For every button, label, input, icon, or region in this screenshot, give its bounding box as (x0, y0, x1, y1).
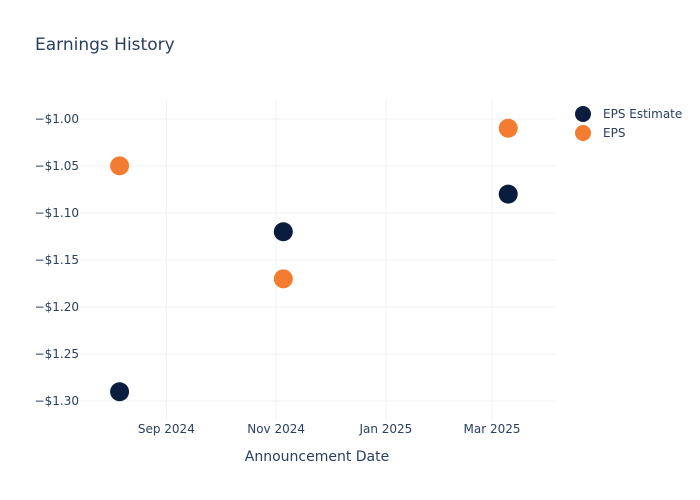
legend-marker (575, 106, 591, 122)
y-axis-ticks: −$1.00 −$1.05 −$1.10 −$1.15 −$1.20 −$1.25 −$1.… (35, 112, 79, 408)
y-tick-label: −$1.30 (35, 394, 79, 408)
legend-label[interactable]: EPS (603, 126, 625, 140)
x-axis-ticks: Sep 2024 Nov 2024 Jan 2025 Mar 2025 (138, 422, 521, 436)
x-axis-title: Announcement Date (245, 449, 389, 465)
y-tick-label: −$1.05 (35, 159, 79, 173)
y-tick-label: −$1.10 (35, 206, 79, 220)
eps-estimate-point[interactable] (498, 184, 518, 204)
eps-estimate-point[interactable] (273, 222, 293, 242)
eps-point[interactable] (273, 269, 293, 289)
x-tick-label: Nov 2024 (247, 422, 305, 436)
legend[interactable]: EPS Estimate EPS (575, 106, 682, 141)
x-tick-label: Jan 2025 (358, 422, 412, 436)
y-tick-label: −$1.15 (35, 253, 79, 267)
legend-label[interactable]: EPS Estimate (603, 107, 682, 121)
x-tick-label: Mar 2025 (464, 422, 521, 436)
y-tick-label: −$1.20 (35, 300, 79, 314)
legend-marker (575, 125, 591, 141)
eps-point[interactable] (498, 118, 518, 138)
data-points (110, 118, 518, 402)
grid (80, 100, 555, 420)
eps-estimate-point[interactable] (110, 382, 130, 402)
x-tick-label: Sep 2024 (138, 422, 195, 436)
chart-title: Earnings History (35, 35, 175, 55)
y-tick-label: −$1.25 (35, 347, 79, 361)
eps-point[interactable] (110, 156, 130, 176)
y-tick-label: −$1.00 (35, 112, 79, 126)
